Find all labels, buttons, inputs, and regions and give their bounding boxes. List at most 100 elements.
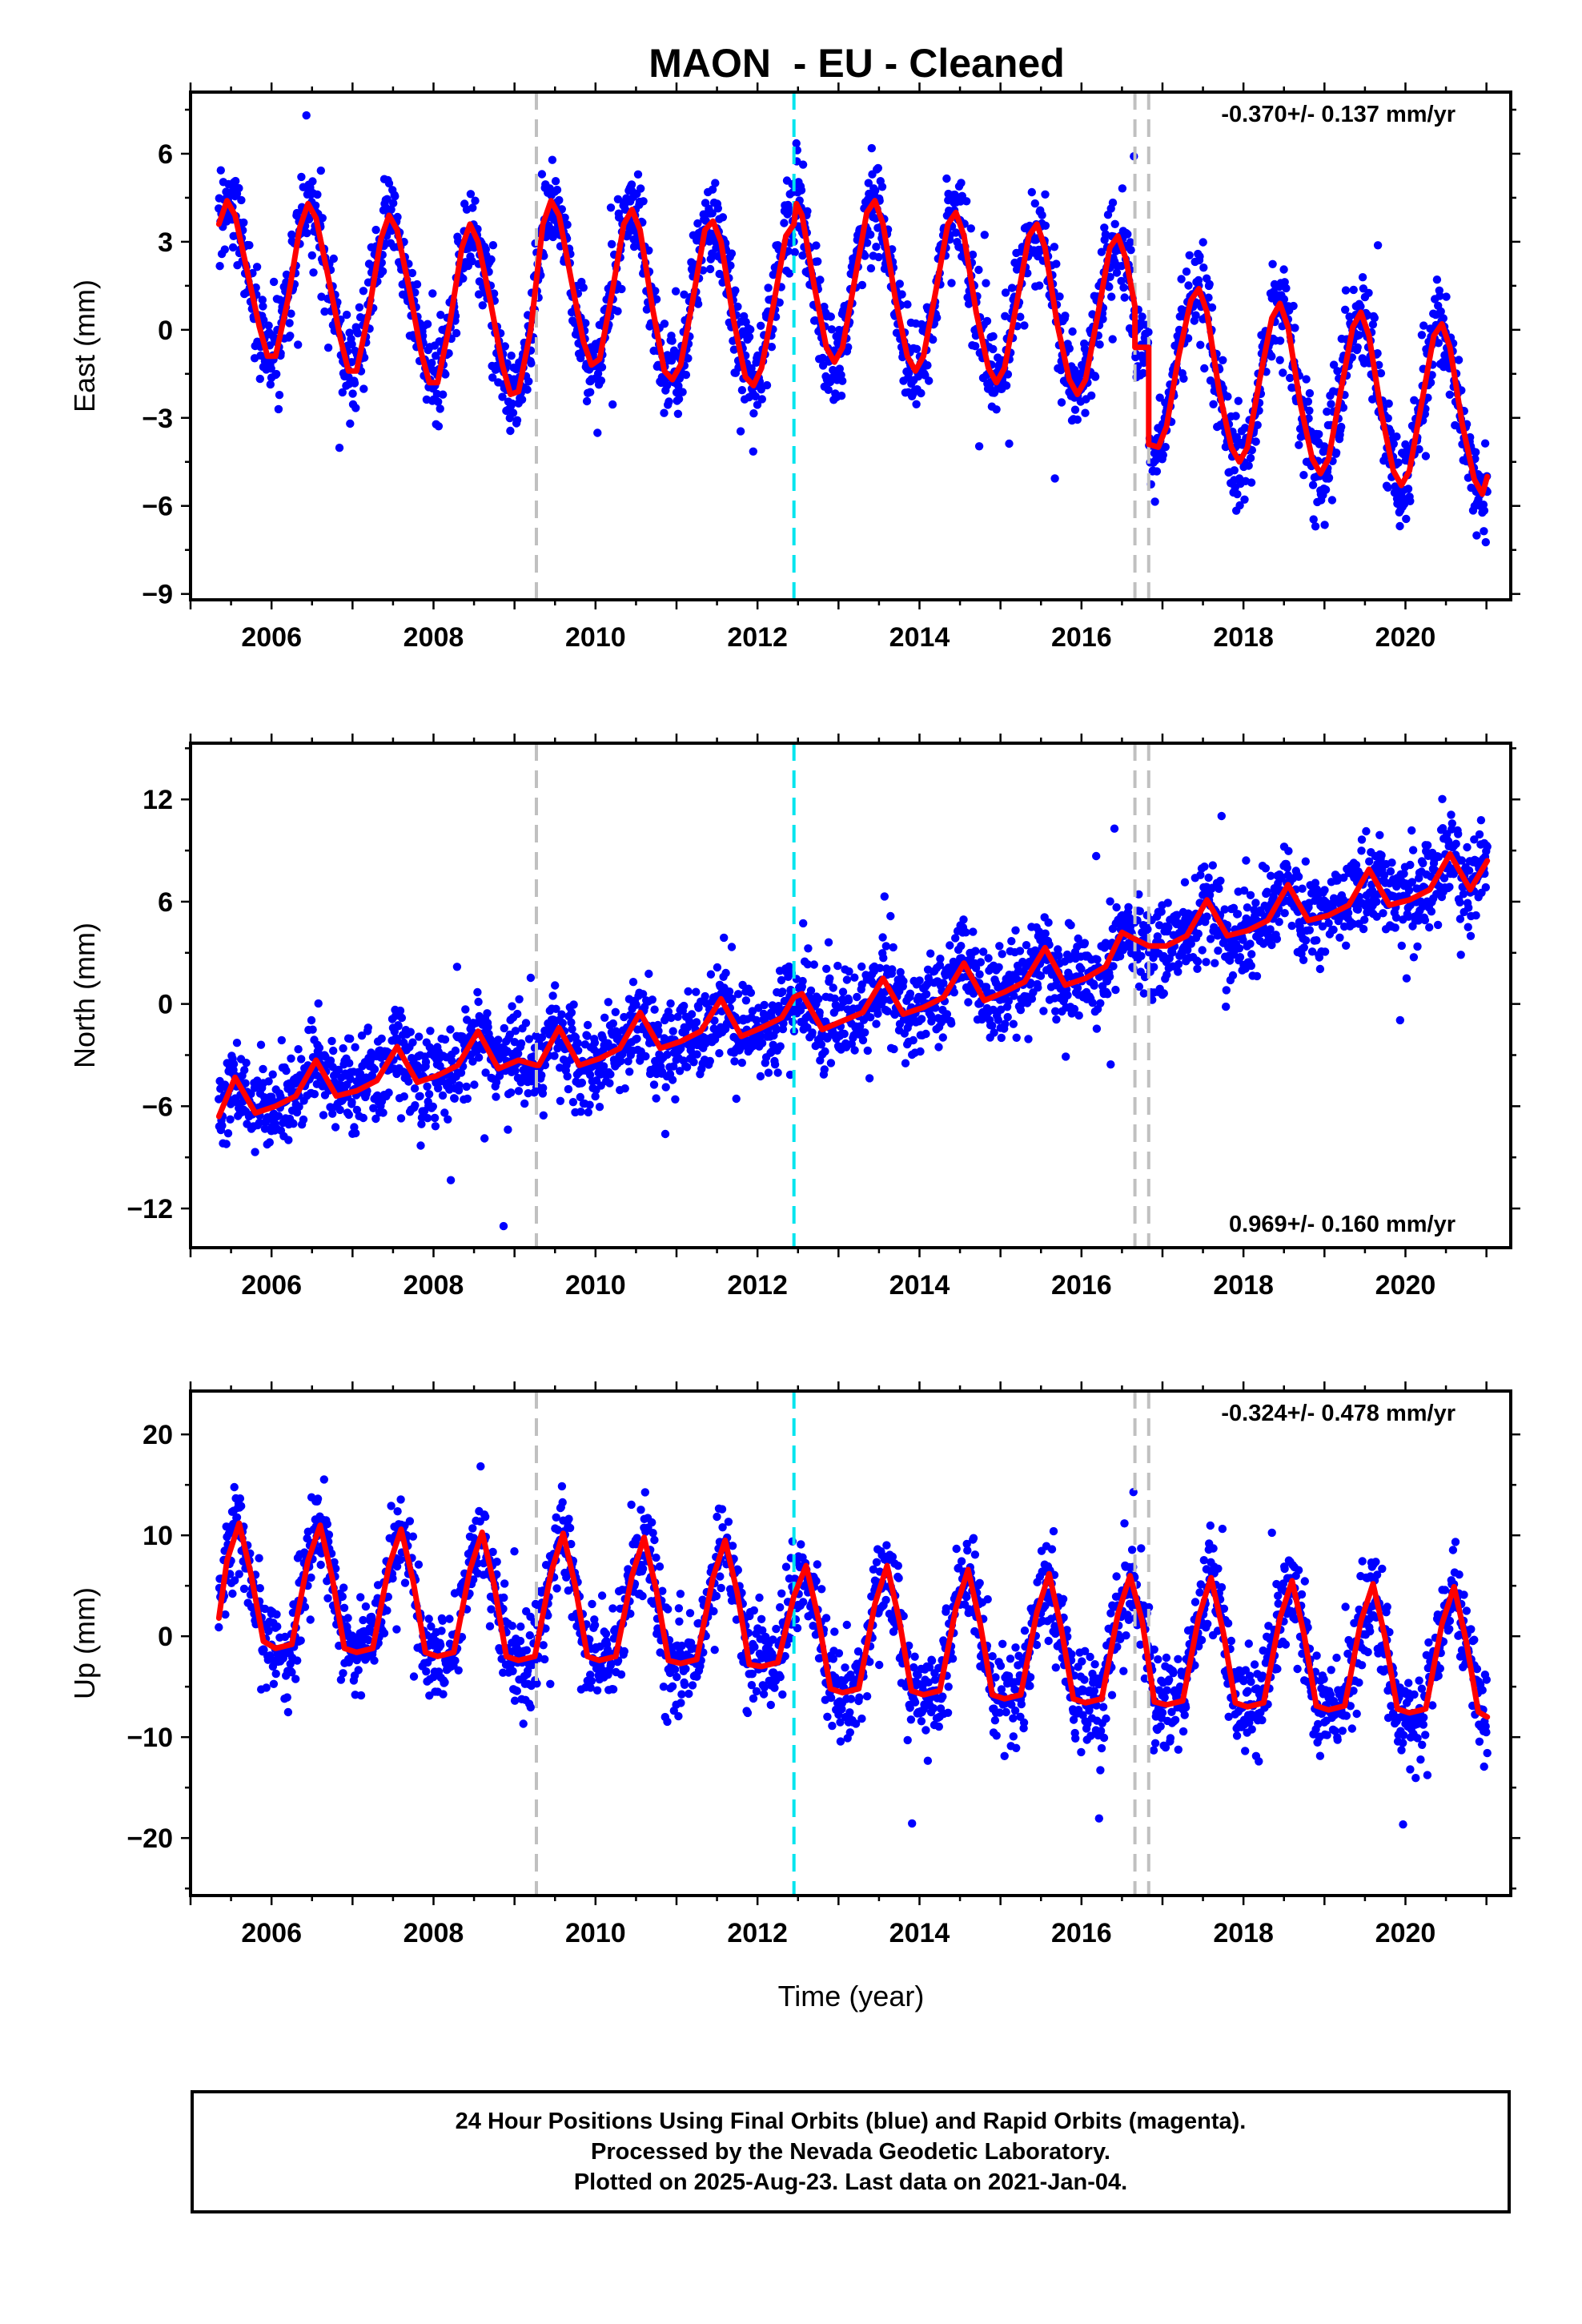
- data-point: [1004, 996, 1014, 1006]
- data-point: [1277, 873, 1287, 882]
- data-point: [302, 111, 311, 120]
- data-point: [858, 1035, 868, 1045]
- data-point: [798, 976, 807, 986]
- data-point: [842, 975, 852, 984]
- data-point: [508, 408, 518, 417]
- data-point: [674, 381, 683, 391]
- data-point: [1391, 913, 1401, 923]
- data-point: [939, 979, 948, 987]
- data-point: [583, 1031, 592, 1040]
- data-point: [510, 1038, 519, 1047]
- data-point: [975, 970, 984, 979]
- data-point: [1110, 824, 1119, 833]
- data-point: [676, 1067, 685, 1076]
- data-point: [1417, 331, 1427, 340]
- data-point: [708, 185, 717, 194]
- data-point: [1343, 908, 1353, 918]
- data-point: [779, 1019, 788, 1028]
- data-point: [1052, 1015, 1061, 1024]
- data-point: [417, 1120, 426, 1128]
- data-point: [558, 1019, 567, 1027]
- data-point: [741, 318, 750, 327]
- data-point: [560, 213, 569, 222]
- data-point: [448, 1056, 456, 1065]
- data-point: [285, 319, 294, 328]
- data-point: [1357, 846, 1366, 855]
- data-point: [1242, 856, 1251, 865]
- data-point: [314, 999, 323, 1008]
- data-point: [926, 949, 935, 958]
- data-point: [524, 1035, 534, 1043]
- data-point: [1309, 515, 1318, 524]
- data-point: [218, 1121, 227, 1130]
- data-point: [1368, 320, 1378, 329]
- data-point: [265, 1138, 274, 1147]
- data-point: [567, 1008, 576, 1017]
- data-point: [1356, 302, 1365, 311]
- data-point: [680, 290, 689, 299]
- data-point: [866, 263, 876, 273]
- data-point: [498, 392, 507, 401]
- data-point: [1229, 903, 1239, 913]
- data-point: [593, 428, 602, 437]
- data-point: [912, 344, 921, 353]
- data-point: [1112, 903, 1121, 912]
- data-point: [959, 915, 968, 924]
- data-point: [776, 1042, 785, 1051]
- data-point: [1016, 1006, 1026, 1015]
- data-point: [1312, 936, 1321, 945]
- data-point: [1435, 292, 1444, 300]
- data-point: [551, 177, 560, 186]
- data-point: [1184, 281, 1193, 290]
- data-point: [579, 283, 588, 292]
- data-point: [552, 1004, 560, 1014]
- data-point: [1050, 243, 1059, 251]
- data-point: [1177, 275, 1186, 283]
- data-point: [627, 180, 636, 189]
- data-point: [1324, 919, 1333, 927]
- data-point: [713, 204, 722, 213]
- y-tick-label: 0: [158, 316, 173, 346]
- data-point: [524, 377, 533, 386]
- data-point: [1152, 467, 1162, 476]
- data-point: [1383, 483, 1392, 492]
- data-point: [474, 290, 484, 299]
- data-point: [990, 1028, 998, 1037]
- data-point: [980, 231, 990, 239]
- data-point: [720, 933, 729, 943]
- data-point: [295, 1102, 303, 1112]
- data-point: [1299, 943, 1309, 952]
- data-point: [423, 1082, 432, 1092]
- data-point: [500, 342, 509, 351]
- data-point: [903, 300, 912, 309]
- data-point: [226, 1115, 235, 1124]
- data-point: [1266, 925, 1275, 934]
- data-point: [1007, 937, 1016, 946]
- data-point: [436, 311, 445, 320]
- data-point: [889, 943, 897, 952]
- data-point: [814, 995, 823, 1003]
- data-point: [912, 400, 921, 408]
- data-point: [242, 1059, 251, 1068]
- data-point: [468, 203, 477, 212]
- data-point: [605, 1079, 614, 1088]
- data-point: [1372, 912, 1381, 921]
- data-point: [523, 385, 532, 394]
- data-point: [351, 1128, 360, 1138]
- data-point: [282, 1066, 291, 1076]
- data-point: [339, 1043, 347, 1053]
- data-point: [516, 1039, 526, 1048]
- data-point: [693, 300, 703, 308]
- data-point: [1307, 947, 1317, 956]
- data-point: [1179, 374, 1188, 383]
- data-point: [284, 1136, 293, 1144]
- data-point: [1222, 1002, 1231, 1011]
- data-point: [1279, 295, 1289, 304]
- data-point: [1283, 863, 1292, 873]
- data-point: [947, 1019, 956, 1028]
- data-point: [808, 1028, 817, 1037]
- data-point: [661, 1129, 670, 1139]
- data-point: [581, 319, 590, 328]
- data-point: [905, 989, 915, 999]
- y-tick-label: 6: [158, 139, 173, 170]
